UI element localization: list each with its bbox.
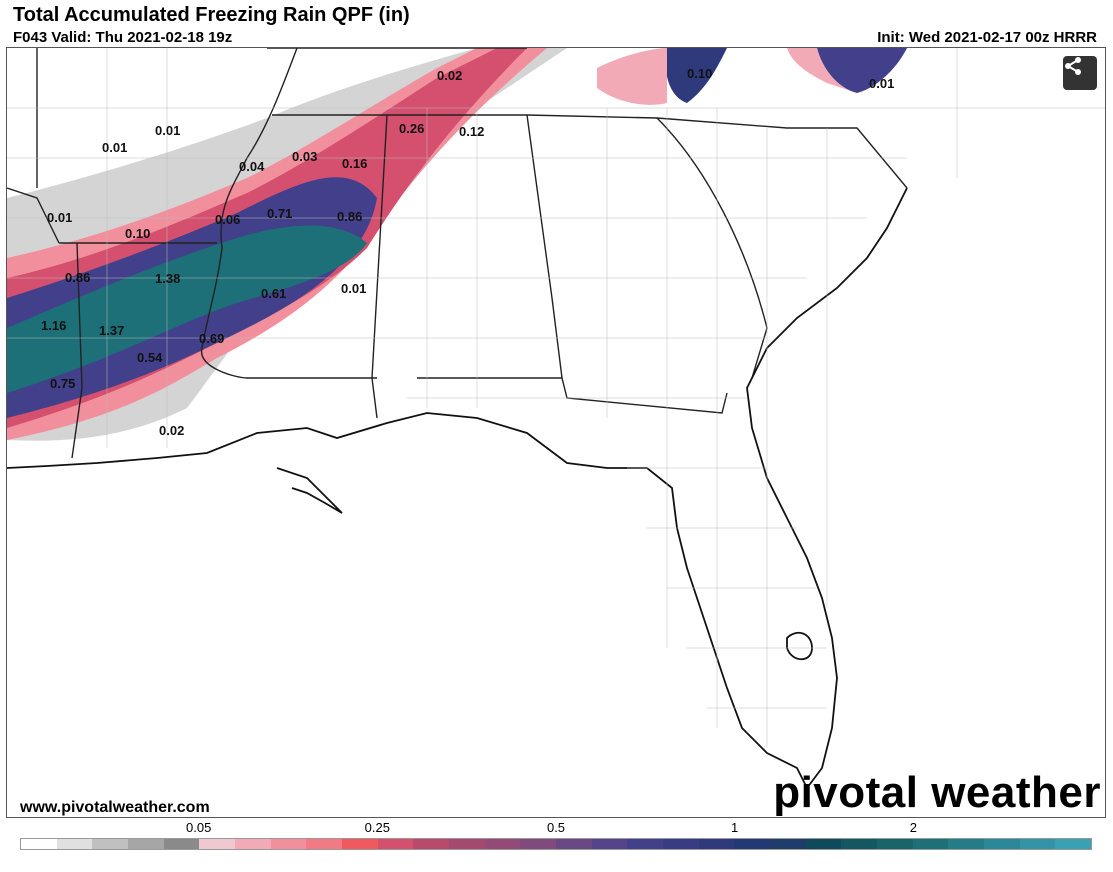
legend-swatch bbox=[199, 839, 236, 849]
accumulation-value-label: 0.86 bbox=[65, 270, 90, 285]
accumulation-value-label: 0.01 bbox=[869, 76, 894, 91]
accumulation-value-label: 0.16 bbox=[342, 156, 367, 171]
legend-swatch bbox=[1019, 839, 1056, 849]
oklahoma-texas bbox=[7, 187, 60, 244]
tn-nc-border bbox=[526, 114, 908, 189]
legend-tick-label: 0.5 bbox=[546, 820, 566, 835]
accumulation-value-label: 0.61 bbox=[261, 286, 286, 301]
brand-logo: pivotal weather bbox=[773, 768, 1101, 817]
accumulation-value-label: 0.02 bbox=[437, 68, 462, 83]
legend-tick-label: 0.25 bbox=[364, 820, 390, 835]
legend-swatch bbox=[413, 839, 450, 849]
legend-tick-label: 1 bbox=[731, 820, 739, 835]
value-labels: 0.02 0.10 0.01 0.26 0.12 0.01 0.01 0.03 0.16 0.04… bbox=[41, 66, 894, 438]
legend-swatch bbox=[663, 839, 699, 849]
legend-swatch bbox=[627, 839, 664, 849]
legend-swatch bbox=[805, 839, 842, 849]
legend-swatch bbox=[56, 839, 93, 849]
accumulation-value-label: 1.38 bbox=[155, 271, 180, 286]
legend-swatch bbox=[342, 839, 378, 849]
texas-louisiana-border bbox=[71, 242, 83, 459]
legend-swatch bbox=[841, 839, 878, 849]
legend-swatch bbox=[235, 839, 271, 849]
legend-swatch bbox=[770, 839, 806, 849]
alabama-georgia-border bbox=[526, 114, 563, 379]
accumulation-value-label: 0.69 bbox=[199, 331, 224, 346]
legend-swatch bbox=[520, 839, 557, 849]
accumulation-value-label: 0.71 bbox=[267, 206, 292, 221]
legend-swatch bbox=[556, 839, 592, 849]
legend-swatch bbox=[698, 839, 735, 849]
map-panel[interactable]: 0.02 0.10 0.01 0.26 0.12 0.01 0.01 0.03 0.16 0.04… bbox=[6, 47, 1106, 818]
legend-swatch bbox=[92, 839, 129, 849]
init-time: Init: Wed 2021-02-17 00z HRRR bbox=[877, 29, 1097, 46]
swath-teal bbox=[7, 225, 367, 393]
georgia-florida-border bbox=[417, 377, 728, 414]
accumulation-value-label: 0.12 bbox=[459, 124, 484, 139]
accumulation-value-label: 0.54 bbox=[137, 350, 163, 365]
website-label: www.pivotalweather.com bbox=[20, 799, 210, 816]
legend-swatch bbox=[128, 839, 164, 849]
legend-tick-label: 0.05 bbox=[186, 820, 212, 835]
accumulation-value-label: 0.26 bbox=[399, 121, 424, 136]
swath-ne-purple bbox=[665, 48, 727, 103]
share-button[interactable] bbox=[1063, 56, 1097, 90]
legend-swatch bbox=[912, 839, 949, 849]
legend-swatch bbox=[21, 839, 57, 849]
color-legend bbox=[20, 838, 1092, 850]
valid-time: F043 Valid: Thu 2021-02-18 19z bbox=[13, 29, 233, 46]
accumulation-value-label: 0.06 bbox=[215, 212, 240, 227]
accumulation-value-label: 0.01 bbox=[341, 281, 366, 296]
swath-nc-pink bbox=[787, 48, 857, 93]
share-icon bbox=[1065, 57, 1081, 75]
legend-swatch bbox=[163, 839, 200, 849]
lake-okeechobee bbox=[786, 631, 813, 661]
accumulation-value-label: 0.10 bbox=[125, 226, 150, 241]
accumulation-value-label: 0.01 bbox=[155, 123, 180, 138]
accumulation-value-label: 0.04 bbox=[239, 159, 265, 174]
accumulation-value-label: 0.01 bbox=[47, 210, 72, 225]
accumulation-value-label: 0.86 bbox=[337, 209, 362, 224]
legend-swatch bbox=[591, 839, 628, 849]
legend-swatch bbox=[877, 839, 913, 849]
map-title: Total Accumulated Freezing Rain QPF (in) bbox=[13, 4, 410, 26]
legend-swatch bbox=[377, 839, 414, 849]
map-canvas: 0.02 0.10 0.01 0.26 0.12 0.01 0.01 0.03 0.16 0.04… bbox=[7, 48, 1105, 789]
swath-ne-pink bbox=[597, 48, 667, 105]
legend-swatch bbox=[734, 839, 771, 849]
legend-swatch bbox=[1055, 839, 1092, 849]
precip-swath bbox=[7, 48, 907, 441]
gulf-coast bbox=[7, 412, 808, 789]
swath-nc-purple bbox=[817, 48, 907, 93]
legend-swatch bbox=[948, 839, 985, 849]
accumulation-value-label: 0.03 bbox=[292, 149, 317, 164]
accumulation-value-label: 0.02 bbox=[159, 423, 184, 438]
mississippi-river bbox=[201, 48, 298, 379]
sc-ga-border bbox=[656, 117, 768, 379]
accumulation-value-label: 0.10 bbox=[687, 66, 712, 81]
county-lines bbox=[7, 48, 1105, 748]
accumulation-value-label: 1.37 bbox=[99, 323, 124, 338]
legend-swatch bbox=[270, 839, 307, 849]
legend-swatch bbox=[449, 839, 485, 849]
legend-tick-label: 2 bbox=[909, 820, 917, 835]
legend-swatch bbox=[484, 839, 521, 849]
accumulation-value-label: 0.75 bbox=[50, 376, 75, 391]
accumulation-value-label: 0.01 bbox=[102, 140, 127, 155]
mississippi-delta bbox=[276, 467, 343, 514]
legend-swatch bbox=[306, 839, 343, 849]
accumulation-value-label: 1.16 bbox=[41, 318, 66, 333]
legend-swatch bbox=[984, 839, 1020, 849]
